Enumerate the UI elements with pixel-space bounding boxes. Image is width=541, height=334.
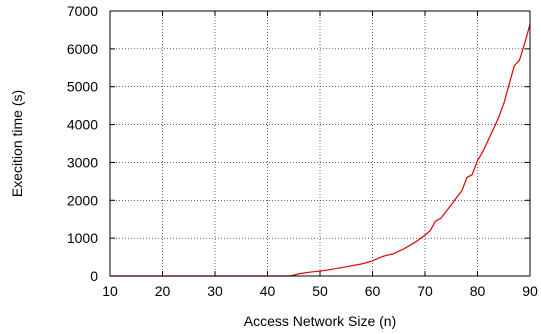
y-tick-label: 3000 [67,154,98,170]
x-tick-label: 60 [365,283,381,299]
x-tick-label: 50 [312,283,328,299]
x-tick-label: 20 [155,283,171,299]
y-tick-label: 0 [90,268,98,284]
x-tick-label: 10 [102,283,118,299]
x-axis-label: Access Network Size (n) [244,313,396,329]
grid [110,11,530,276]
x-tick-label: 30 [207,283,223,299]
x-tick-label: 70 [417,283,433,299]
y-tick-label: 7000 [67,3,98,19]
ticks: 10 20 30 40 50 60 70 80 90 0 1000 2000 3000 4000 5000 6… [67,3,538,299]
x-tick-label: 80 [470,283,486,299]
series-line [110,24,531,277]
y-tick-label: 4000 [67,117,98,133]
y-tick-label: 1000 [67,230,98,246]
y-tick-label: 5000 [67,79,98,95]
y-tick-label: 2000 [67,192,98,208]
y-axis-label: Execition time (s) [9,90,25,197]
y-tick-label: 6000 [67,41,98,57]
x-tick-label: 40 [260,283,276,299]
series-layer [110,24,531,277]
x-tick-label: 90 [522,283,538,299]
